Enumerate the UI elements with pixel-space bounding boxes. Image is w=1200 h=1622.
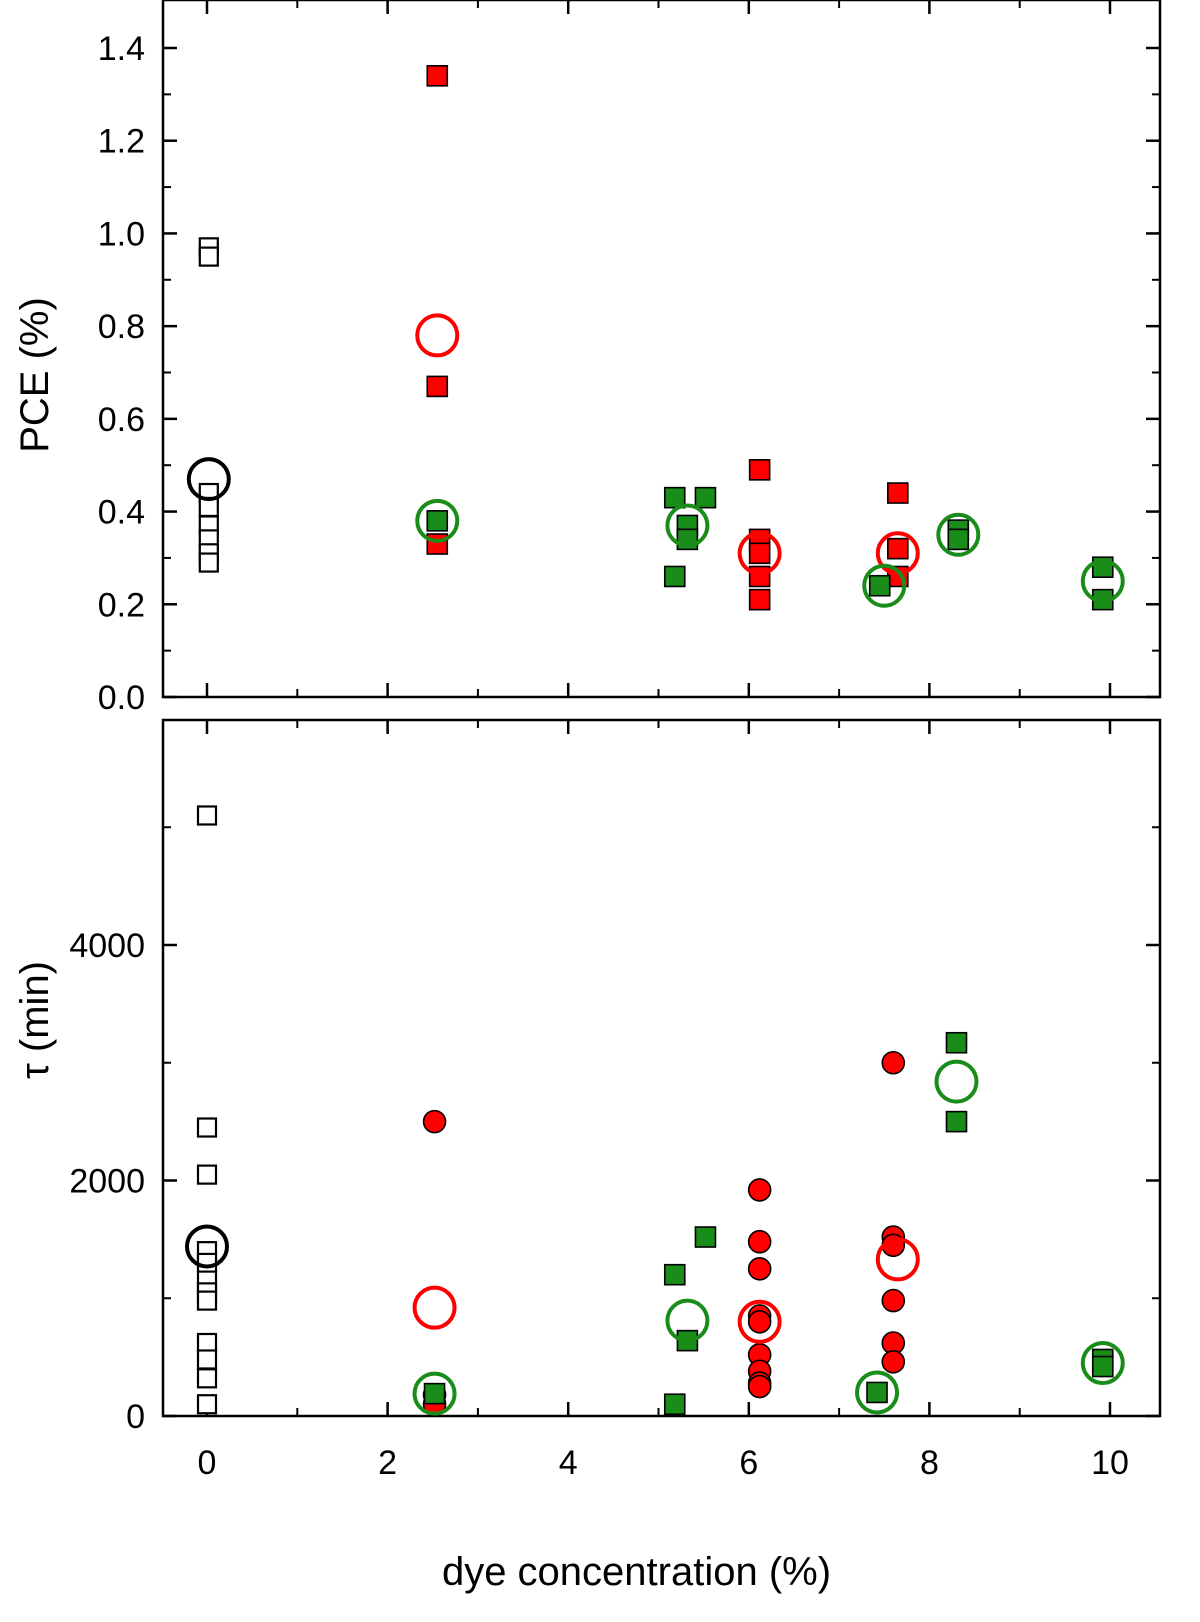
data-point-open-square [196,1252,218,1274]
data-point-filled-square [426,533,449,555]
data-point-open-square [196,1164,218,1185]
x-tick-label: 8 [920,1444,939,1482]
data-point-mean-circle [185,1224,229,1269]
data-point-mean-circle [862,563,907,608]
y-tick-label: 0.6 [98,401,145,439]
data-point-mean-circle [934,1059,979,1104]
data-point-filled-square [748,542,771,565]
y-tick-label: 4000 [69,927,145,965]
data-point-open-square [196,1117,218,1138]
data-point-filled-square [748,565,771,588]
data-point-open-square [196,1349,218,1370]
data-point-open-square [198,552,219,573]
data-point-filled-circle [881,1350,906,1374]
x-tick-label: 4 [559,1444,578,1482]
data-point-filled-square [1091,1355,1114,1378]
data-point-filled-square [886,537,909,560]
data-point-filled-circle [747,1178,772,1202]
y-tick-label: 0.4 [98,494,145,532]
data-point-filled-square [426,510,449,532]
data-point-filled-circle [881,1288,906,1313]
data-point-filled-square [426,65,449,87]
data-point-mean-circle [936,512,981,557]
panel-bottom-lifetime: 0 2 4 6 8 10 0 2000 4000 τ (min) dye concentration… [13,718,1162,1594]
x-tick-label: 0 [198,1444,217,1482]
data-point-filled-square [947,528,970,551]
data-point-mean-circle [415,498,460,543]
y-tick-label: 1.2 [98,123,145,161]
y-tick-label: 0.8 [98,308,145,346]
y-tick-label: 0.2 [98,586,145,624]
data-point-mean-circle [875,1237,920,1282]
data-point-mean-circle [737,1299,782,1344]
plot-frame [161,0,1162,699]
data-point-filled-square [866,1381,888,1404]
data-point-open-square [198,246,219,267]
data-point-mean-circle [665,503,710,548]
x-tick-label: 2 [378,1444,397,1482]
data-point-mean-circle [415,313,460,358]
panel-top-pce: 0.0 0.2 0.4 0.6 0.8 1.0 1.2 1.4 PCE (%) [13,0,1162,717]
x-tick-label: 10 [1091,1444,1129,1482]
data-point-filled-circle [747,1374,772,1399]
data-point-filled-circle [747,1310,772,1334]
data-point-mean-circle [855,1370,900,1415]
y-tick-label: 2000 [69,1163,145,1201]
data-point-filled-square [748,459,771,481]
y-tick-label: 1.0 [98,215,145,253]
data-point-filled-square [886,482,909,504]
data-point-filled-square [945,1110,968,1133]
data-point-mean-circle [1080,559,1125,604]
y-tick-label: 0 [126,1398,145,1436]
data-point-filled-circle [881,1050,906,1075]
data-point-open-square [196,1290,218,1311]
data-point-open-square [196,1332,218,1354]
data-point-filled-square [694,486,717,509]
data-point-filled-circle [747,1229,772,1254]
data-point-mean-circle [665,1298,710,1343]
data-point-filled-square [423,1382,446,1405]
data-point-filled-circle [747,1257,772,1281]
data-point-mean-circle [1080,1341,1125,1386]
data-point-filled-square [945,1031,968,1054]
data-point-filled-square [868,574,891,597]
data-point-filled-circle [422,1109,447,1134]
data-point-filled-square [694,1226,717,1248]
data-point-filled-square [663,1263,686,1286]
data-point-open-square [196,1368,218,1389]
y-tick-label: 0.0 [98,679,145,717]
data-point-open-square [196,805,218,826]
data-point-filled-square [748,588,771,611]
x-axis-title: dye concentration (%) [442,1550,831,1594]
data-point-open-square [196,1394,218,1415]
data-point-filled-square [663,1393,686,1416]
data-point-mean-circle [412,1285,457,1330]
y-tick-label: 1.4 [98,30,145,68]
y-axis-title: τ (min) [13,961,57,1079]
x-tick-label: 6 [739,1444,758,1482]
y-axis-title: PCE (%) [13,297,57,453]
data-point-mean-circle [737,531,782,576]
data-point-mean-circle [186,457,231,502]
data-point-mean-circle [412,1371,457,1416]
data-point-filled-square [426,375,449,398]
data-point-filled-square [663,565,686,588]
plot-frame [161,718,1162,1418]
